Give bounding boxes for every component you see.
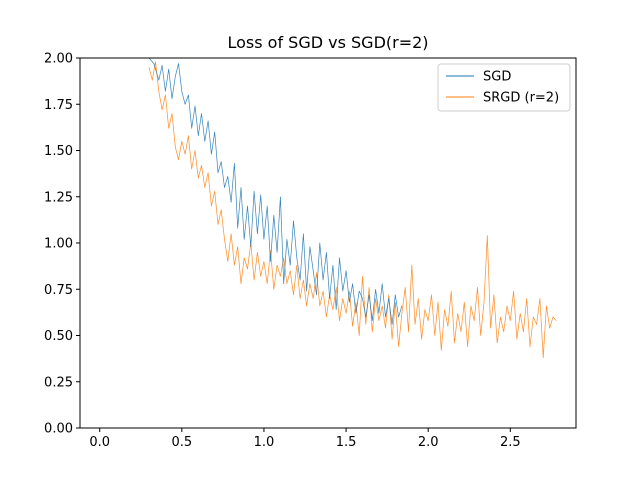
x-tick-label: 1.0 — [254, 435, 275, 450]
x-tick-label: 2.5 — [500, 435, 521, 450]
y-tick-label: 1.00 — [44, 237, 73, 252]
x-tick-label: 1.5 — [336, 435, 357, 450]
y-tick-label: 1.50 — [44, 144, 73, 159]
y-tick-label: 0.50 — [44, 329, 73, 344]
series-line-sgd — [148, 58, 403, 325]
chart-title: Loss of SGD vs SGD(r=2) — [227, 33, 428, 52]
x-tick-label: 0.0 — [89, 435, 110, 450]
legend-label: SRGD (r=2) — [483, 91, 559, 106]
y-tick-label: 0.25 — [44, 375, 73, 390]
y-tick-label: 1.75 — [44, 98, 73, 113]
x-tick-label: 0.5 — [171, 435, 192, 450]
y-tick-label: 2.00 — [44, 52, 73, 67]
y-tick-label: 0.00 — [44, 422, 73, 437]
legend: SGD SRGD (r=2) — [437, 63, 571, 112]
x-tick-label: 2.0 — [418, 435, 439, 450]
y-tick-label: 0.75 — [44, 283, 73, 298]
series-layer — [148, 58, 557, 359]
y-axis: 0.00 0.25 0.50 0.75 1.00 1.25 1.50 1.75 2.00 — [44, 52, 80, 437]
legend-label: SGD — [483, 70, 511, 85]
x-axis: 0.0 0.5 1.0 1.5 2.0 2.5 — [89, 428, 521, 450]
series-line-srgd — [148, 61, 557, 359]
y-tick-label: 1.25 — [44, 190, 73, 205]
